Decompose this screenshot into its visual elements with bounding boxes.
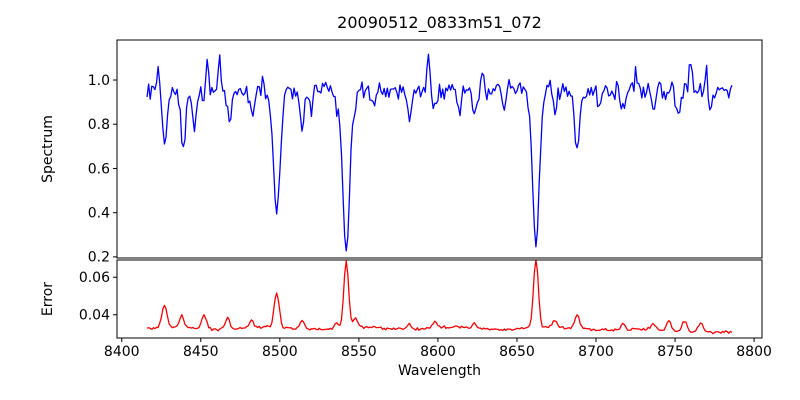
data-layer <box>146 53 733 335</box>
x-tick-label: 8750 <box>657 344 693 360</box>
spectrum-y-tick-label: 1.0 <box>88 73 110 89</box>
x-tick-label: 8800 <box>736 344 772 360</box>
chart-title: 20090512_0833m51_072 <box>337 13 542 33</box>
spectrum-y-tick-label: 0.4 <box>88 205 110 221</box>
x-axis-label: Wavelength <box>398 363 481 379</box>
x-tick-label: 8450 <box>183 344 219 360</box>
spectrum-line <box>146 53 733 252</box>
error-y-tick-label: 0.06 <box>79 270 110 286</box>
x-tick-label: 8600 <box>420 344 456 360</box>
x-tick-label: 8550 <box>341 344 377 360</box>
axes-layer: 0.2 0.4 0.6 0.8 1.0 0.04 0.06 8400 8450 8500 8550 8… <box>79 39 772 360</box>
error-y-tick-label: 0.04 <box>79 308 110 324</box>
x-tick-label: 8400 <box>104 344 140 360</box>
error-line <box>146 259 733 335</box>
spectrum-y-tick-label: 0.6 <box>88 161 110 177</box>
spectrum-y-tick-label: 0.2 <box>88 250 110 266</box>
spectrum-axes-frame <box>116 39 763 259</box>
x-tick-label: 8650 <box>499 344 535 360</box>
error-y-axis-label: Error <box>40 282 56 316</box>
spectrum-y-tick-label: 0.8 <box>88 117 110 133</box>
x-tick-label: 8700 <box>578 344 614 360</box>
spectrum-y-axis-label: Spectrum <box>40 115 56 183</box>
x-tick-label: 8500 <box>262 344 298 360</box>
error-axes-frame <box>116 259 763 339</box>
